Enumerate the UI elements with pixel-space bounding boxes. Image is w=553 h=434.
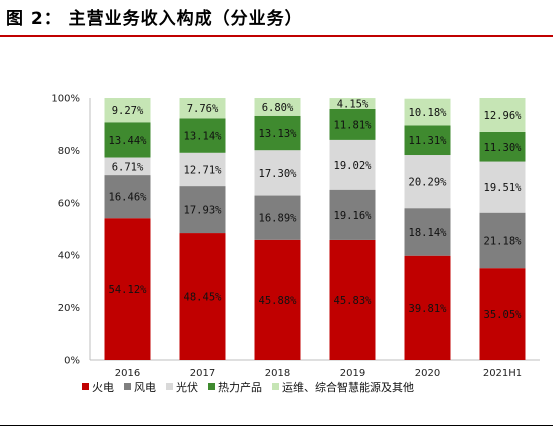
data-label: 7.76% — [187, 103, 219, 115]
data-label: 48.45% — [184, 292, 223, 304]
bar-segment — [104, 157, 151, 176]
data-label: 20.29% — [409, 177, 448, 189]
data-label: 11.30% — [484, 142, 523, 154]
bar-segment — [404, 125, 451, 156]
legend-label: 热力产品 — [218, 380, 262, 394]
bar-segment — [104, 122, 151, 158]
bar-segment — [254, 195, 301, 240]
bar-segment — [329, 239, 376, 360]
data-label: 13.14% — [184, 131, 223, 143]
bar-segment — [329, 139, 376, 190]
x-tick-label: 2017 — [190, 368, 215, 379]
legend-swatch — [272, 383, 279, 390]
x-tick-label: 2020 — [415, 368, 440, 379]
data-label: 45.88% — [259, 295, 298, 307]
legend-swatch — [82, 383, 89, 390]
bar-segment — [179, 98, 226, 119]
bar-segment — [479, 268, 526, 360]
bar-segment — [254, 150, 301, 196]
data-label: 54.12% — [109, 284, 148, 296]
bar-segment — [179, 152, 226, 187]
data-label: 19.02% — [334, 160, 373, 172]
data-label: 13.13% — [259, 128, 298, 140]
bar-segment — [479, 131, 526, 162]
data-label: 13.44% — [109, 135, 148, 147]
y-tick-label: 100% — [51, 94, 80, 105]
x-tick-label: 2019 — [340, 368, 365, 379]
data-label: 18.14% — [409, 227, 448, 239]
legend-swatch — [208, 383, 215, 390]
y-tick-label: 0% — [64, 356, 80, 367]
data-label: 16.89% — [259, 213, 298, 225]
bar-segment — [329, 189, 376, 240]
title-rule — [0, 35, 553, 37]
legend-label: 火电 — [92, 381, 114, 394]
bar-segment — [404, 255, 451, 360]
bar-segment — [479, 161, 526, 213]
bar-segment — [254, 239, 301, 360]
x-tick-label: 2021H1 — [483, 368, 522, 379]
bar-segment — [179, 233, 226, 360]
bar-segment — [404, 98, 451, 126]
legend-swatch — [124, 383, 131, 390]
data-label: 19.51% — [484, 182, 523, 194]
legend-swatch — [166, 383, 173, 390]
bar-segment — [329, 108, 376, 140]
x-tick-label: 2016 — [115, 368, 140, 379]
bar-segment — [104, 175, 151, 219]
legend-label: 风电 — [134, 381, 156, 394]
bar-segment — [479, 212, 526, 269]
bar-segment — [404, 208, 451, 256]
data-label: 6.71% — [112, 161, 144, 173]
bar-segment — [404, 155, 451, 209]
bar-segment — [104, 98, 151, 123]
data-label: 4.15% — [337, 99, 369, 111]
data-label: 39.81% — [409, 303, 448, 315]
data-label: 16.46% — [109, 192, 148, 204]
data-label: 12.71% — [184, 164, 223, 176]
bar-segment — [329, 98, 376, 109]
bar-segment — [254, 98, 301, 116]
bar-segment — [104, 218, 151, 360]
legend-label: 光伏 — [176, 380, 198, 394]
data-label: 35.05% — [484, 309, 523, 321]
legend: 火电 风电 光伏 热力产品 运维、综合智慧能源及其他 — [82, 380, 414, 394]
data-label: 21.18% — [484, 235, 523, 247]
legend-label: 运维、综合智慧能源及其他 — [282, 380, 414, 394]
x-axis: 2016 2017 2018 2019 2020 2021H1 — [115, 368, 522, 379]
y-tick-label: 20% — [58, 303, 80, 314]
bar-segment — [479, 98, 526, 132]
bar-segment — [254, 115, 301, 151]
y-tick-label: 60% — [58, 198, 80, 209]
data-label: 10.18% — [409, 107, 448, 119]
data-label: 9.27% — [112, 105, 144, 117]
x-tick-label: 2018 — [265, 368, 290, 379]
y-tick-label: 80% — [58, 146, 80, 157]
data-label: 17.93% — [184, 205, 223, 217]
y-axis: 0% 20% 40% 60% 80% 100% — [51, 94, 540, 367]
bar-segment — [179, 186, 226, 234]
data-label: 45.83% — [334, 295, 373, 307]
figure-title: 图 2： 主营业务收入构成（分业务） — [6, 9, 303, 29]
data-label: 12.96% — [484, 110, 523, 122]
data-label: 11.31% — [409, 135, 448, 147]
data-label: 11.81% — [334, 119, 373, 131]
data-label: 6.80% — [262, 102, 294, 114]
data-label: 17.30% — [259, 168, 298, 180]
bar-segment — [179, 118, 226, 153]
bottom-rule — [0, 425, 553, 426]
y-tick-label: 40% — [58, 251, 80, 262]
bar-area: 54.12% 16.46% 6.71% 13.44% 9.27% 48.45% 17.93%… — [104, 98, 526, 360]
data-label: 19.16% — [334, 210, 373, 222]
